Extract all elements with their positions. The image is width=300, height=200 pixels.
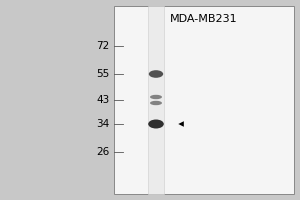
Ellipse shape	[148, 119, 164, 129]
Ellipse shape	[150, 101, 162, 105]
Bar	[148, 6, 164, 194]
Text: 43: 43	[96, 95, 110, 105]
Text: 72: 72	[96, 41, 110, 51]
Text: MDA-MB231: MDA-MB231	[170, 14, 238, 24]
Ellipse shape	[150, 95, 162, 99]
Text: 55: 55	[96, 69, 110, 79]
Ellipse shape	[149, 70, 163, 78]
Text: 26: 26	[96, 147, 110, 157]
Text: 34: 34	[96, 119, 110, 129]
Bar	[114, 6, 294, 194]
